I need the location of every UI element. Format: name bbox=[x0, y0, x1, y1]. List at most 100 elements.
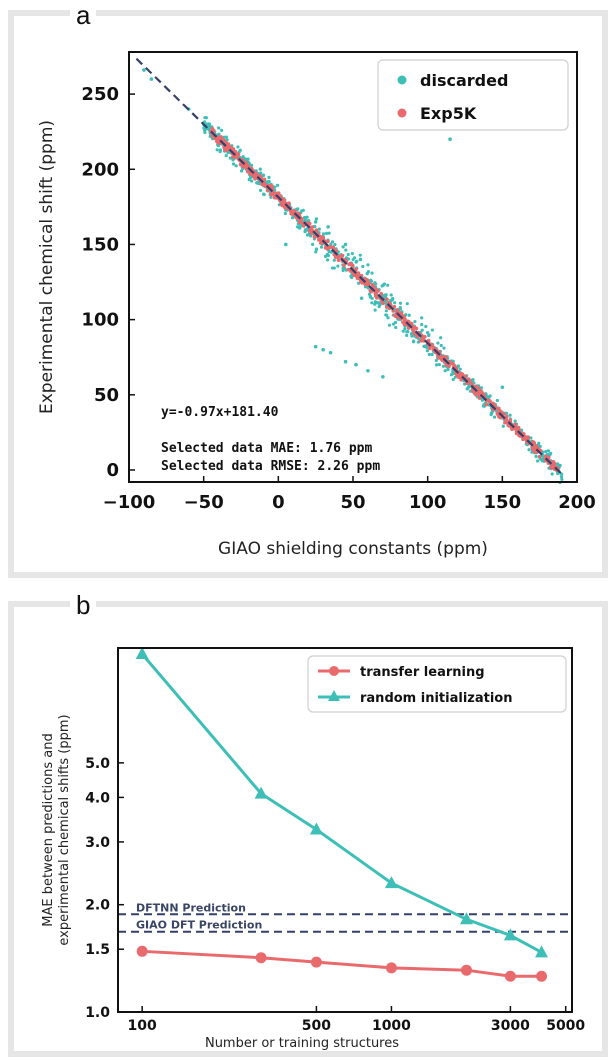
discarded-point bbox=[427, 352, 431, 357]
discarded-point bbox=[307, 218, 311, 223]
exp5k-point bbox=[392, 313, 397, 318]
discarded-point bbox=[203, 130, 207, 135]
discarded-point bbox=[405, 333, 409, 337]
discarded-point bbox=[361, 264, 365, 269]
discarded-point bbox=[346, 252, 350, 257]
exp5k-point bbox=[336, 258, 341, 263]
exp5k-point bbox=[549, 465, 553, 470]
discarded-point bbox=[326, 225, 330, 229]
x-tick-label: −50 bbox=[184, 492, 224, 513]
rmse-annotation: Selected data RMSE: 2.26 ppm bbox=[161, 459, 380, 474]
discarded-point bbox=[354, 362, 358, 367]
exp5k-point bbox=[297, 220, 302, 225]
discarded-point bbox=[373, 300, 377, 304]
exp5k-point bbox=[386, 300, 391, 305]
discarded-point bbox=[384, 309, 389, 313]
discarded-point bbox=[215, 148, 219, 152]
discarded-point bbox=[456, 364, 461, 368]
discarded-point bbox=[527, 448, 531, 452]
exp5k-point bbox=[385, 297, 389, 302]
exp5k-point bbox=[310, 228, 314, 233]
discarded-point bbox=[535, 459, 540, 463]
discarded-point bbox=[534, 454, 538, 459]
exp5k-point bbox=[272, 195, 277, 200]
discarded-point bbox=[258, 188, 263, 192]
discarded-point bbox=[373, 308, 377, 312]
exp5k-point bbox=[426, 338, 431, 343]
discarded-point bbox=[267, 175, 271, 179]
discarded-point bbox=[490, 411, 494, 415]
discarded-point bbox=[218, 148, 222, 152]
y-tick-label: 200 bbox=[81, 159, 119, 180]
exp5k-point bbox=[537, 454, 542, 459]
discarded-point bbox=[382, 282, 387, 286]
exp5k-point bbox=[356, 271, 361, 275]
exp5k-point bbox=[443, 354, 448, 359]
exp5k-point bbox=[532, 448, 536, 453]
discarded-point bbox=[234, 164, 238, 168]
discarded-point bbox=[314, 217, 319, 221]
discarded-point bbox=[427, 333, 431, 338]
discarded-point bbox=[326, 253, 331, 258]
discarded-point bbox=[448, 137, 452, 142]
discarded-point bbox=[325, 258, 330, 262]
exp5k-point bbox=[333, 255, 338, 259]
discarded-point bbox=[258, 167, 262, 171]
y-axis-label: Experimental chemical shift (ppm) bbox=[37, 120, 57, 414]
discarded-point bbox=[394, 325, 398, 330]
panel-b-label: b bbox=[70, 590, 97, 621]
discarded-point bbox=[405, 302, 409, 306]
discarded-point bbox=[370, 301, 374, 305]
exp5k-point bbox=[348, 261, 352, 266]
discarded-point bbox=[330, 240, 335, 244]
exp5k-point bbox=[375, 296, 379, 300]
exp5k-point bbox=[476, 386, 481, 390]
exp5k-point bbox=[312, 235, 317, 239]
legend-marker-exp5k bbox=[397, 108, 407, 118]
discarded-point bbox=[217, 126, 221, 130]
discarded-point bbox=[495, 398, 499, 403]
discarded-point bbox=[328, 350, 333, 355]
discarded-point bbox=[471, 377, 475, 382]
exp5k-point bbox=[392, 304, 397, 309]
exp5k-point bbox=[534, 444, 539, 448]
y-tick-label: 150 bbox=[81, 234, 119, 255]
discarded-point bbox=[437, 362, 441, 367]
discarded-point bbox=[479, 386, 484, 390]
discarded-point bbox=[204, 116, 208, 120]
exp5k-point bbox=[235, 152, 240, 156]
discarded-point bbox=[373, 302, 377, 306]
exp5k-point bbox=[515, 428, 519, 432]
exp5k-point bbox=[340, 253, 345, 258]
exp5k-point bbox=[384, 305, 389, 309]
exp5k-point bbox=[466, 377, 471, 381]
discarded-point bbox=[442, 346, 446, 350]
discarded-point bbox=[441, 364, 446, 368]
discarded-point bbox=[368, 295, 373, 299]
discarded-point bbox=[513, 419, 517, 423]
exp5k-point bbox=[414, 326, 419, 331]
y-tick-label: 0 bbox=[106, 460, 119, 481]
discarded-point bbox=[344, 248, 348, 252]
exp5k-point bbox=[513, 422, 517, 427]
discarded-point bbox=[407, 313, 411, 317]
exp5k-point bbox=[354, 267, 358, 271]
discarded-point bbox=[329, 242, 333, 246]
discarded-point bbox=[321, 347, 325, 352]
y-tick-label: 50 bbox=[94, 385, 119, 406]
discarded-point bbox=[434, 358, 438, 363]
exp5k-point bbox=[552, 461, 557, 466]
mae-annotation: Selected data MAE: 1.76 ppm bbox=[161, 441, 372, 456]
exp5k-point bbox=[263, 184, 267, 188]
exp5k-point bbox=[241, 164, 246, 169]
legend-marker-discarded bbox=[397, 75, 407, 85]
exp5k-point bbox=[269, 184, 274, 188]
discarded-point bbox=[374, 282, 378, 286]
discarded-point bbox=[206, 122, 211, 126]
discarded-point bbox=[341, 268, 345, 273]
discarded-point bbox=[501, 424, 505, 428]
exp5k-point bbox=[307, 228, 312, 233]
exp5k-point bbox=[459, 377, 463, 382]
exp5k-point bbox=[246, 164, 251, 168]
exp5k-point bbox=[342, 263, 346, 268]
